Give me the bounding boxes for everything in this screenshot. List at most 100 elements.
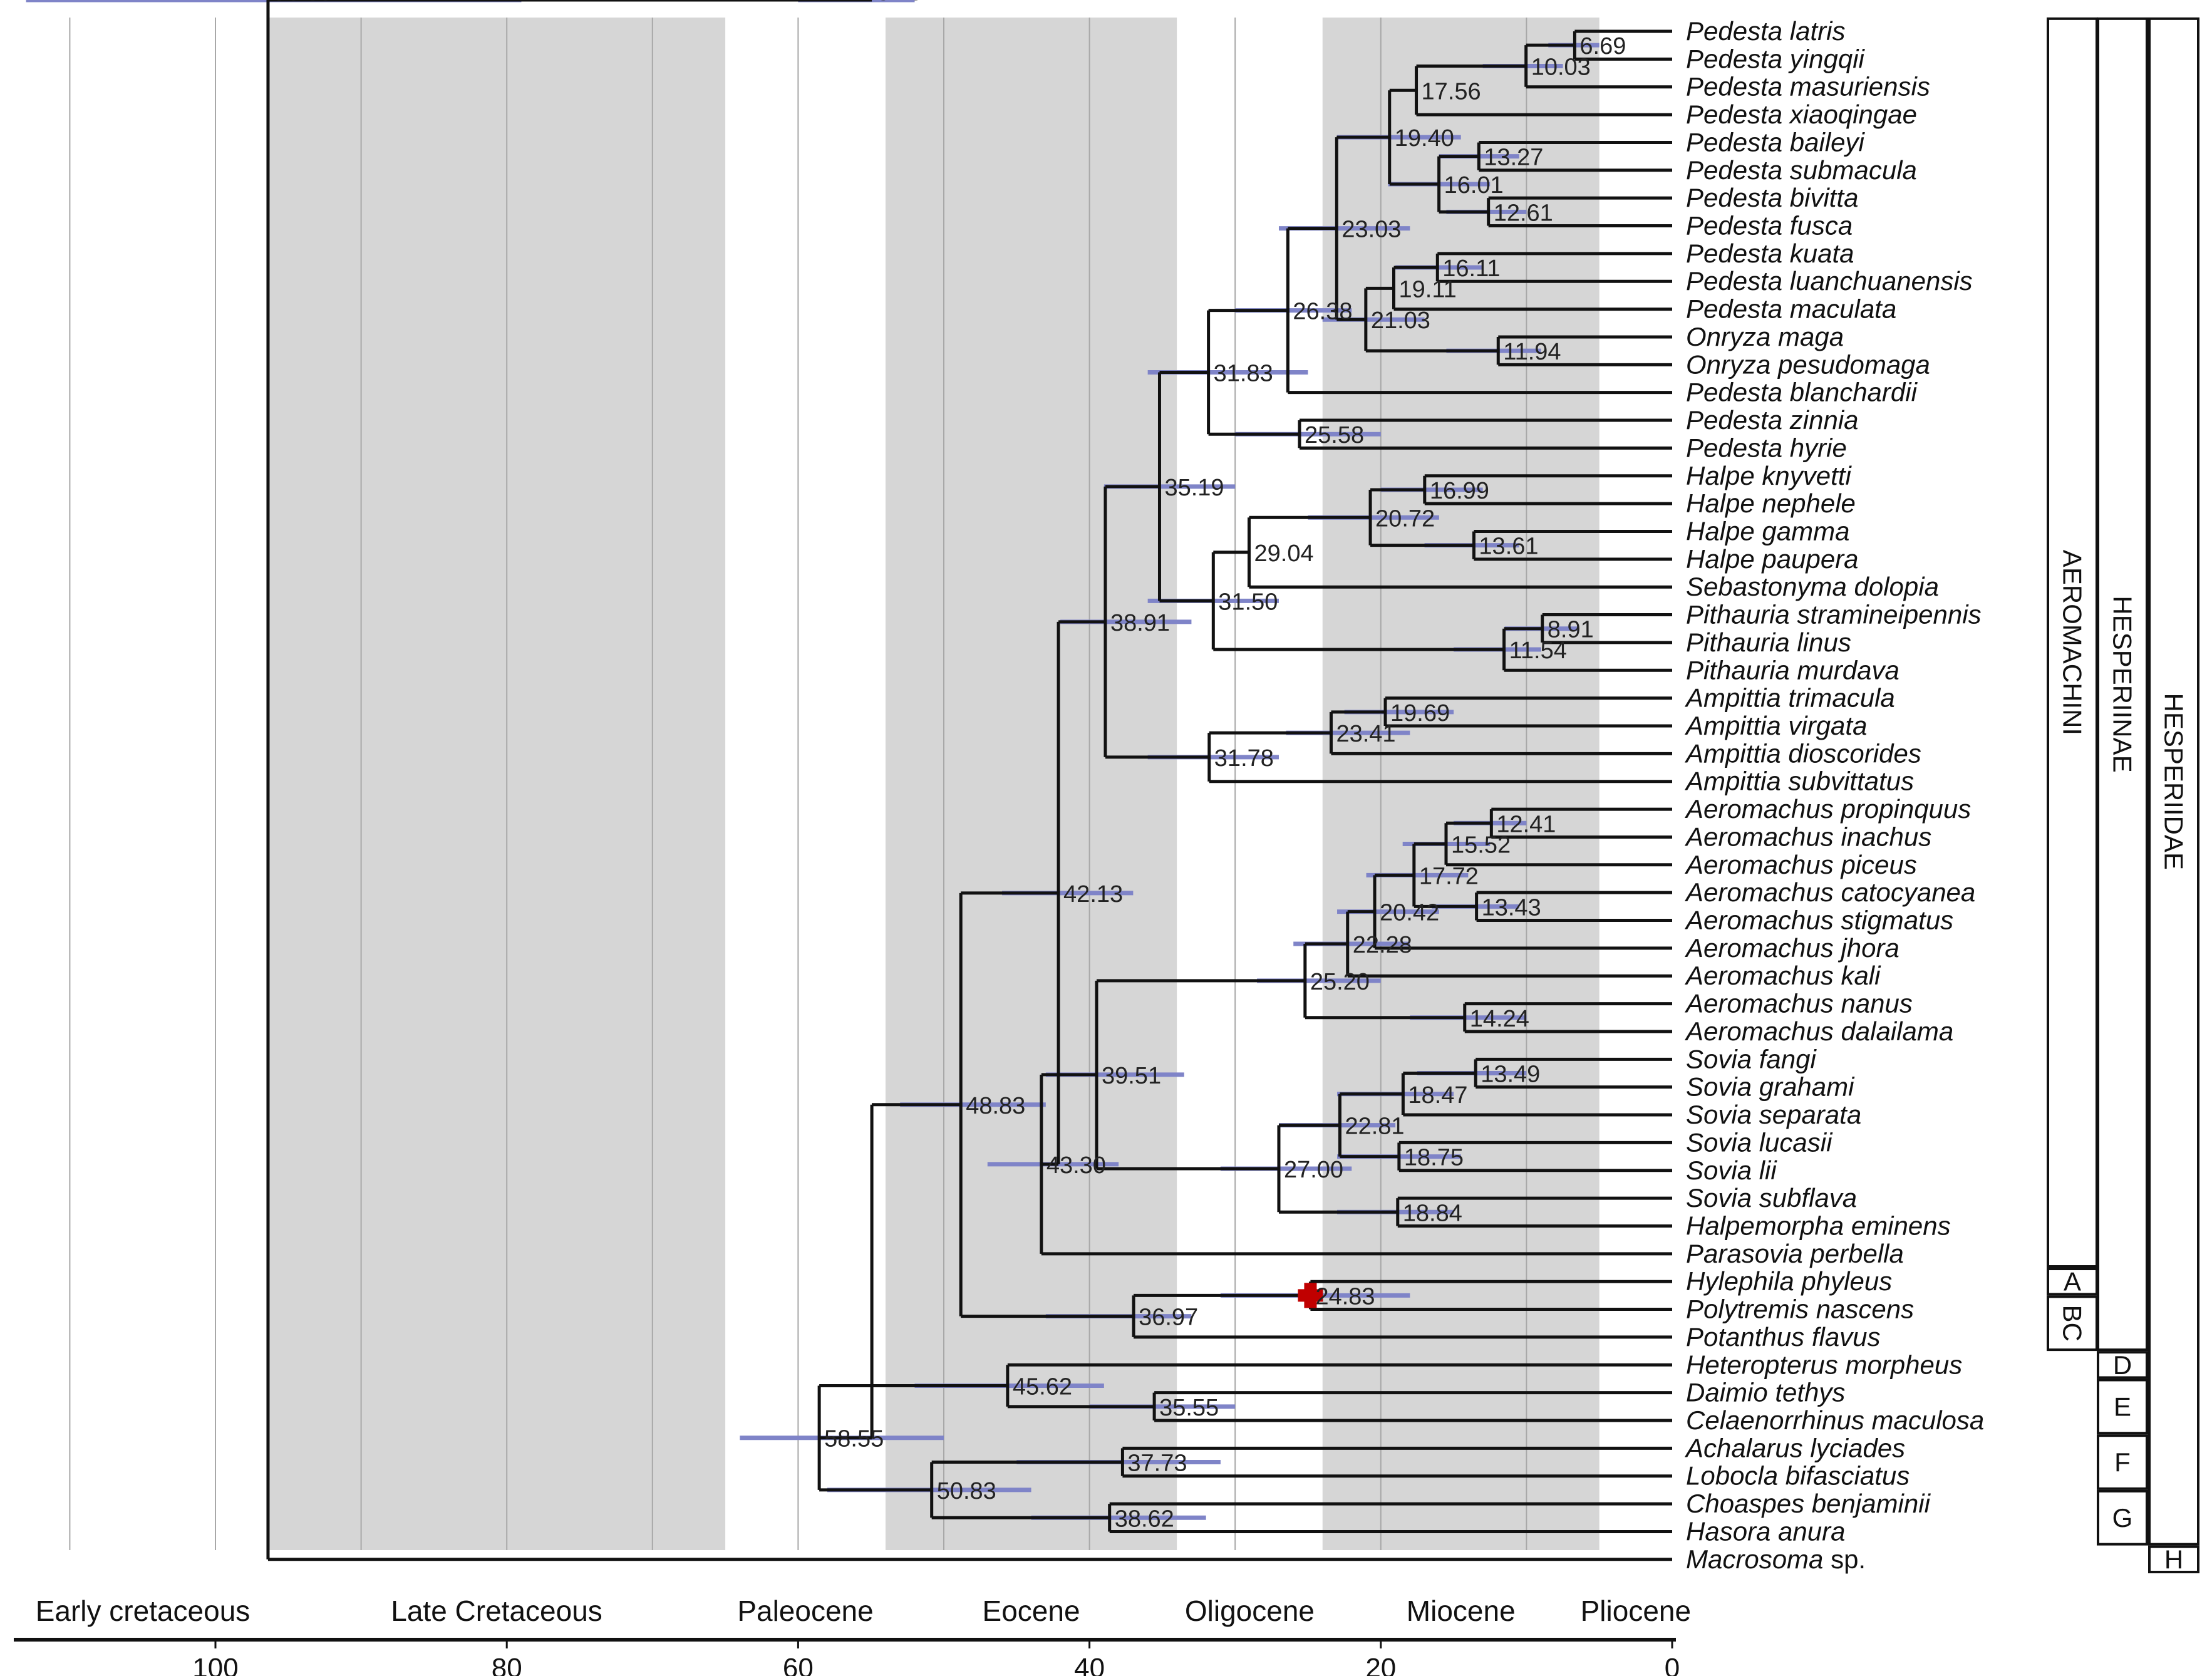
taxon-label: Halpe paupera (1686, 544, 1859, 574)
epoch-label: Miocene (1407, 1595, 1516, 1627)
node-age-label: 16.99 (1430, 478, 1489, 504)
taxon-label: Lobocla bifasciatus (1686, 1461, 1910, 1491)
epoch-label: Paleocene (737, 1595, 873, 1627)
taxon-label: Sovia fangi (1686, 1044, 1817, 1073)
node-age-label: 29.04 (1254, 541, 1314, 567)
axis-tick-label: 20 (1365, 1653, 1396, 1676)
taxon-label: Halpe nephele (1686, 489, 1856, 518)
node-age-label: 11.54 (1509, 638, 1567, 664)
node-age-label: 11.94 (1503, 339, 1561, 365)
taxon-label: Pedesta xiaoqingae (1686, 100, 1917, 129)
node-age-label: 43.30 (1047, 1152, 1106, 1179)
node-age-label: 20.72 (1375, 505, 1435, 532)
taxon-genus: Macrosoma (1686, 1544, 1831, 1574)
node-age-label: 6.69 (1579, 33, 1626, 59)
taxon-label: Pithauria linus (1686, 628, 1851, 657)
taxon-label: Halpe gamma (1686, 516, 1849, 546)
epoch-label: Late Cretaceous (391, 1595, 602, 1627)
node-age-labels: 6.6910.0317.5613.2712.6116.0119.4016.111… (273, 0, 1626, 1532)
epoch-band (267, 18, 726, 1550)
node-age-label: 14.24 (1470, 1006, 1529, 1032)
node-age-label: 35.19 (1164, 475, 1224, 501)
taxon-label: Halpemorpha eminens (1686, 1211, 1951, 1240)
calibration-points (1298, 1283, 1323, 1308)
node-age-label: 58.55 (824, 1426, 884, 1452)
node-age-label: 18.47 (1408, 1082, 1467, 1109)
node-age-label: 48.83 (966, 1093, 1025, 1119)
clade-label: AEROMACHINI (2058, 550, 2087, 735)
taxon-label: Pedesta zinnia (1686, 405, 1859, 435)
clade-box (2148, 1545, 2199, 1573)
node-age-label: 13.49 (1481, 1062, 1540, 1088)
taxon-label: Aeromachus nanus (1684, 989, 1913, 1018)
node-age-label: 38.62 (1115, 1506, 1174, 1532)
node-age-label: 22.28 (1353, 932, 1412, 958)
taxon-label: Macrosoma sp. (1686, 1544, 1866, 1574)
taxon-label: Pedesta blanchardii (1686, 378, 1918, 407)
epoch-label: Early cretaceous (36, 1595, 251, 1627)
taxon-label: Aeromachus inachus (1684, 822, 1931, 851)
node-age-label: 16.11 (1442, 256, 1500, 282)
node-age-label: 42.13 (1063, 881, 1123, 908)
taxon-label: Aeromachus jhora (1684, 933, 1899, 963)
taxon-label: Pedesta luanchuanensis (1686, 266, 1973, 296)
taxon-label: Achalarus lyciades (1684, 1433, 1905, 1462)
time-axis: 100 80 60 40 20 0 (14, 1638, 1680, 1676)
tree-branches (266, 0, 1672, 1561)
calibration-marker (1298, 1283, 1323, 1308)
node-age-label: 23.41 (1336, 721, 1395, 747)
axis-tick-label: 100 (192, 1653, 238, 1676)
node-age-label: 27.00 (1284, 1157, 1343, 1183)
taxon-label: Ampittia subvittatus (1684, 767, 1914, 796)
clade-box (2097, 17, 2148, 1352)
node-age-label: 25.20 (1310, 969, 1370, 995)
taxon-label: Sovia subflava (1686, 1183, 1857, 1213)
node-age-label: 37.73 (1127, 1451, 1187, 1477)
taxon-label: Heteropterus morpheus (1686, 1350, 1962, 1379)
taxon-label: Sovia lucasii (1686, 1127, 1833, 1157)
taxon-label: Ampittia trimacula (1684, 683, 1895, 713)
taxon-label: Polytremis nascens (1686, 1295, 1914, 1324)
node-age-label: 45.62 (1013, 1374, 1072, 1400)
node-age-label: 96.39 (273, 0, 333, 6)
axis-tick-label: 40 (1074, 1653, 1105, 1676)
node-age-label: 17.56 (1422, 78, 1481, 105)
node-age-label: 10.03 (1531, 54, 1591, 80)
taxon-label: Hylephila phyleus (1686, 1266, 1892, 1296)
taxon-label: Parasovia perbella (1686, 1239, 1904, 1268)
axis-tick-label: 60 (783, 1653, 814, 1676)
node-age-label: 21.03 (1371, 308, 1430, 334)
epoch-label: Pliocene (1581, 1595, 1691, 1627)
node-age-label: 19.69 (1390, 700, 1450, 727)
node-age-label: 31.83 (1214, 360, 1273, 386)
clade-label: HESPERIIDAE (2159, 693, 2189, 870)
node-age-label: 22.81 (1345, 1114, 1404, 1140)
node-age-label: 31.78 (1214, 745, 1274, 772)
epoch-label: Oligocene (1185, 1595, 1315, 1627)
clade-label: H (2164, 1544, 2183, 1574)
taxon-label: Pedesta latris (1686, 16, 1845, 46)
axis-tick-label: 0 (1665, 1653, 1680, 1676)
taxon-label: Aeromachus stigmatus (1684, 906, 1953, 935)
node-age-label: 17.72 (1419, 863, 1479, 889)
taxon-suffix: sp. (1831, 1544, 1866, 1574)
node-age-label: 35.55 (1159, 1395, 1219, 1421)
taxon-label: Pedesta maculata (1686, 294, 1896, 324)
taxon-label: Aeromachus catocyanea (1684, 877, 1975, 907)
taxon-label: Aeromachus propinquus (1684, 794, 1971, 824)
node-age-label: 13.43 (1482, 894, 1541, 921)
node-age-label: 15.52 (1451, 832, 1511, 859)
clade-label: HESPERIINAE (2108, 596, 2137, 772)
taxon-label: Pithauria murdava (1686, 655, 1899, 685)
clade-label: F (2114, 1447, 2131, 1477)
taxon-label: Pedesta masuriensis (1686, 72, 1930, 101)
clade-label: A (2064, 1267, 2081, 1296)
clade-label: D (2113, 1350, 2132, 1380)
taxon-label: Aeromachus dalailama (1684, 1016, 1953, 1046)
taxon-label: Ampittia dioscorides (1684, 738, 1921, 768)
epoch-band (1322, 18, 1600, 1550)
node-age-label: 54.94 (877, 0, 936, 6)
